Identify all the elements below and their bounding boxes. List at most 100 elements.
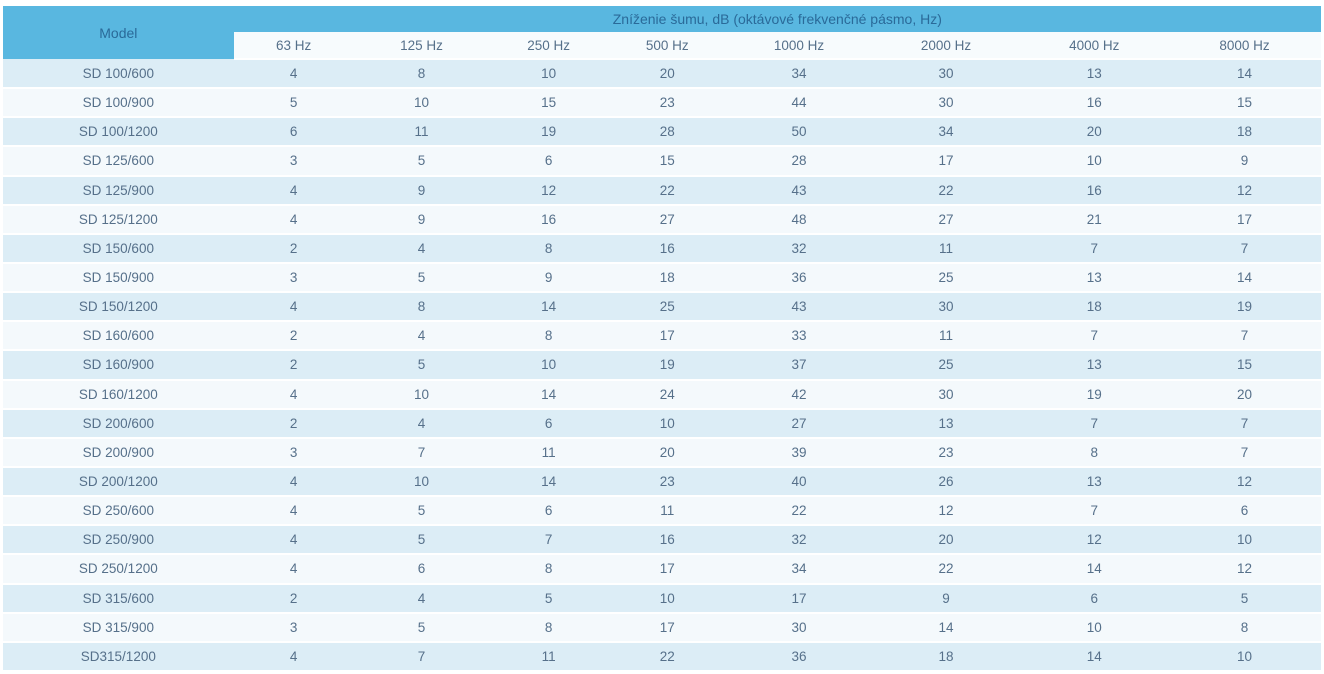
- value-cell: 2: [289, 328, 298, 344]
- freq-header-row: 63 Hz 125 Hz 250 Hz 500 Hz 1000 Hz 2000 Hz 400…: [3, 32, 1321, 60]
- freq-column-header: 500 Hz: [607, 32, 727, 60]
- value-cell: 28: [659, 124, 675, 140]
- value-cell: 4: [417, 240, 426, 256]
- value-cell: 15: [1237, 95, 1253, 111]
- table-row: SD 160/600 2 4 8 17 33 11 7 7: [3, 321, 1321, 351]
- model-cell: SD 200/1200: [78, 474, 158, 490]
- value-cell: 12: [938, 503, 954, 519]
- value-cell: 5: [417, 357, 426, 373]
- table-row: SD 100/1200 6 11 19 28 50 34 20 18: [3, 117, 1321, 147]
- value-cell: 14: [1237, 66, 1253, 82]
- model-cell: SD315/1200: [80, 648, 156, 664]
- value-cell: 10: [413, 95, 429, 111]
- value-cell: 15: [541, 95, 557, 111]
- value-cell: 30: [791, 619, 807, 635]
- value-cell: 18: [1237, 124, 1253, 140]
- table-row: SD 150/1200 4 8 14 25 43 30 18 19: [3, 292, 1321, 322]
- value-cell: 3: [289, 153, 298, 169]
- value-cell: 43: [791, 182, 807, 198]
- value-cell: 36: [791, 270, 807, 286]
- value-cell: 2: [289, 590, 298, 606]
- value-cell: 16: [541, 211, 557, 227]
- value-cell: 28: [791, 153, 807, 169]
- value-cell: 11: [938, 328, 953, 344]
- value-cell: 12: [1237, 474, 1253, 490]
- freq-column-header: 1000 Hz: [726, 32, 872, 60]
- value-cell: 25: [938, 270, 954, 286]
- freq-column-header: 8000 Hz: [1168, 32, 1321, 60]
- value-cell: 17: [659, 328, 675, 344]
- value-cell: 2: [289, 415, 298, 431]
- value-cell: 22: [938, 182, 954, 198]
- value-cell: 12: [1237, 561, 1253, 577]
- value-cell: 16: [659, 240, 675, 256]
- value-cell: 12: [541, 182, 557, 198]
- value-cell: 14: [541, 386, 557, 402]
- value-cell: 30: [938, 66, 954, 82]
- value-cell: 20: [938, 532, 954, 548]
- value-cell: 5: [417, 532, 426, 548]
- value-cell: 22: [659, 648, 675, 664]
- value-cell: 18: [659, 270, 675, 286]
- freq-column-header: 250 Hz: [489, 32, 608, 60]
- value-cell: 11: [414, 124, 429, 140]
- value-cell: 7: [1090, 328, 1098, 344]
- value-cell: 17: [659, 561, 675, 577]
- value-cell: 37: [791, 357, 807, 373]
- value-cell: 11: [541, 648, 556, 664]
- value-cell: 10: [413, 386, 429, 402]
- value-cell: 17: [659, 619, 675, 635]
- value-cell: 9: [417, 211, 426, 227]
- value-cell: 4: [289, 182, 298, 198]
- model-cell: SD 125/1200: [78, 211, 158, 227]
- value-cell: 42: [791, 386, 807, 402]
- table-body: SD 100/600 4 8 10 20 34 30 13 14 SD 100/900 5 10 15 2…: [3, 59, 1321, 671]
- value-cell: 10: [413, 474, 429, 490]
- value-cell: 10: [1237, 648, 1253, 664]
- table-row: SD 200/1200 4 10 14 23 40 26 13 12: [3, 466, 1321, 497]
- value-cell: 30: [938, 386, 954, 402]
- value-cell: 16: [1086, 182, 1102, 198]
- model-cell: SD 160/1200: [78, 386, 158, 402]
- table-title: Zníženie šumu, dB (oktávové frekvenčné p…: [233, 6, 1321, 32]
- value-cell: 7: [544, 532, 553, 548]
- model-cell: SD 160/600: [82, 328, 154, 344]
- value-cell: 10: [541, 66, 557, 82]
- value-cell: 6: [417, 561, 426, 577]
- value-cell: 19: [659, 357, 675, 373]
- value-cell: 4: [289, 211, 298, 227]
- table-row: SD 315/600 2 4 5 10 17 9 6 5: [3, 583, 1321, 613]
- value-cell: 33: [791, 328, 807, 344]
- value-cell: 4: [289, 474, 298, 490]
- value-cell: 23: [659, 474, 675, 490]
- value-cell: 10: [1086, 619, 1102, 635]
- table-row: SD 125/900 4 9 12 22 43 22 16 12: [3, 175, 1321, 205]
- freq-column-header: 125 Hz: [353, 32, 490, 60]
- value-cell: 9: [1240, 153, 1249, 169]
- value-cell: 13: [938, 415, 954, 431]
- value-cell: 27: [938, 211, 954, 227]
- table-row: SD 160/900 2 5 10 19 37 25 13 15: [3, 350, 1321, 380]
- value-cell: 9: [417, 182, 426, 198]
- table-row: SD 250/900 4 5 7 16 32 20 12 10: [3, 525, 1321, 555]
- group-header-row: Model Zníženie šumu, dB (oktávové frekve…: [3, 6, 1321, 59]
- value-cell: 8: [544, 328, 553, 344]
- value-cell: 4: [289, 648, 298, 664]
- value-cell: 10: [541, 357, 557, 373]
- value-cell: 50: [791, 124, 807, 140]
- value-cell: 4: [289, 532, 298, 548]
- value-cell: 4: [417, 415, 426, 431]
- value-cell: 13: [1086, 66, 1102, 82]
- freq-column-header: 2000 Hz: [871, 32, 1021, 60]
- value-cell: 32: [791, 532, 807, 548]
- value-cell: 20: [659, 444, 675, 460]
- value-cell: 10: [1086, 153, 1102, 169]
- value-cell: 4: [289, 386, 298, 402]
- model-cell: SD 315/900: [82, 619, 154, 635]
- value-cell: 8: [544, 561, 553, 577]
- value-cell: 7: [417, 444, 426, 460]
- value-cell: 13: [1086, 270, 1102, 286]
- value-cell: 9: [942, 590, 950, 606]
- model-cell: SD 160/900: [82, 357, 154, 373]
- table-row: SD 150/900 3 5 9 18 36 25 13 14: [3, 262, 1321, 293]
